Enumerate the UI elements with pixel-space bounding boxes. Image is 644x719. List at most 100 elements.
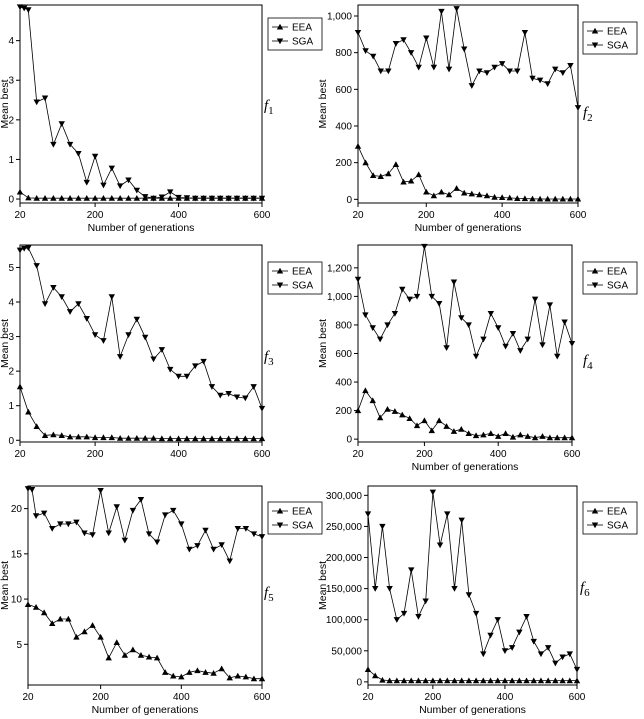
data-point (50, 141, 57, 148)
function-label-subscript: 6 (584, 587, 590, 599)
data-point (200, 195, 207, 202)
data-point (217, 392, 224, 399)
data-point (379, 676, 386, 683)
data-point (415, 677, 422, 684)
data-point (158, 435, 166, 442)
series-sga (354, 6, 582, 111)
data-point (16, 247, 24, 254)
data-point (129, 646, 137, 653)
data-point (430, 64, 438, 71)
data-point (461, 189, 468, 196)
y-tick-label: 1 (8, 155, 14, 166)
legend-box (267, 17, 323, 51)
data-point (208, 435, 216, 442)
legend-label: EEA (607, 27, 627, 38)
y-tick-label: 600 (335, 349, 352, 360)
data-point (202, 527, 209, 534)
x-tick-label: 200 (87, 449, 104, 460)
series-line (357, 146, 578, 200)
data-point (399, 286, 406, 293)
data-point (192, 363, 199, 370)
data-point (529, 195, 536, 202)
plot-area (19, 244, 263, 443)
data-point (75, 433, 82, 440)
data-point (567, 195, 574, 202)
data-point (250, 435, 257, 442)
data-point (566, 651, 573, 658)
data-point (508, 677, 516, 684)
data-point (392, 161, 400, 168)
data-point (487, 632, 494, 639)
data-point (250, 384, 257, 390)
data-point (472, 353, 480, 360)
data-point (530, 638, 537, 645)
data-point (49, 620, 56, 627)
data-point (50, 195, 57, 201)
data-point (568, 434, 576, 441)
data-point (100, 338, 107, 344)
data-point (32, 604, 40, 610)
data-point (41, 301, 49, 307)
data-point (208, 195, 216, 202)
data-point (573, 677, 581, 684)
data-point (153, 539, 161, 546)
data-point (183, 435, 191, 442)
data-point (192, 435, 199, 442)
data-point (537, 677, 545, 684)
data-point (362, 312, 369, 319)
function-label-base: f (264, 98, 270, 114)
y-tick-label: 10 (11, 595, 23, 606)
data-point (498, 194, 506, 201)
y-tick-label: 3 (8, 332, 14, 343)
series-line (19, 247, 263, 409)
data-point (258, 675, 266, 682)
data-point (217, 435, 224, 442)
data-point (65, 615, 72, 622)
data-point (438, 8, 445, 15)
y-tick-label: 200,000 (326, 553, 363, 564)
data-point (544, 81, 551, 88)
x-tick-label: 400 (490, 449, 507, 460)
data-point (502, 343, 509, 350)
legend-box (267, 501, 323, 535)
data-point (233, 195, 241, 202)
data-point (483, 192, 491, 199)
data-point (186, 669, 193, 675)
y-tick-label: 200 (335, 158, 352, 169)
data-point (81, 628, 88, 635)
x-tick-label: 600 (564, 449, 581, 460)
data-point (561, 434, 568, 441)
data-point (472, 677, 480, 684)
y-tick-label: 2 (8, 115, 14, 126)
data-point (517, 348, 524, 354)
data-point (50, 284, 57, 291)
function-label-base: f (583, 353, 589, 369)
plot-area (367, 485, 578, 686)
data-point (41, 95, 49, 102)
data-point (506, 68, 513, 75)
data-point (362, 159, 369, 166)
data-point (210, 670, 217, 676)
data-point (407, 50, 415, 56)
data-point (539, 342, 546, 349)
data-point (406, 296, 413, 303)
x-axis-title: Number of generations (419, 704, 526, 716)
data-point (372, 586, 379, 592)
data-point (483, 70, 491, 77)
data-point (125, 195, 132, 201)
chart-panel-1: 20 200 400 600 0 1 2 3 4 Number of generations Mea… (0, 4, 323, 234)
data-point (468, 190, 475, 197)
x-tick-label: 400 (497, 692, 514, 703)
function-label-base: f (264, 349, 270, 365)
x-tick-label: 200 (416, 449, 433, 460)
function-label-subscript: 3 (268, 356, 274, 368)
data-point (517, 431, 524, 438)
x-tick-label: 20 (362, 692, 374, 703)
x-tick-label: 600 (569, 692, 586, 703)
data-point (258, 534, 266, 540)
data-point (97, 487, 104, 494)
legend-marker (276, 282, 284, 289)
y-tick-label: 0 (346, 435, 352, 446)
data-point (58, 195, 65, 201)
